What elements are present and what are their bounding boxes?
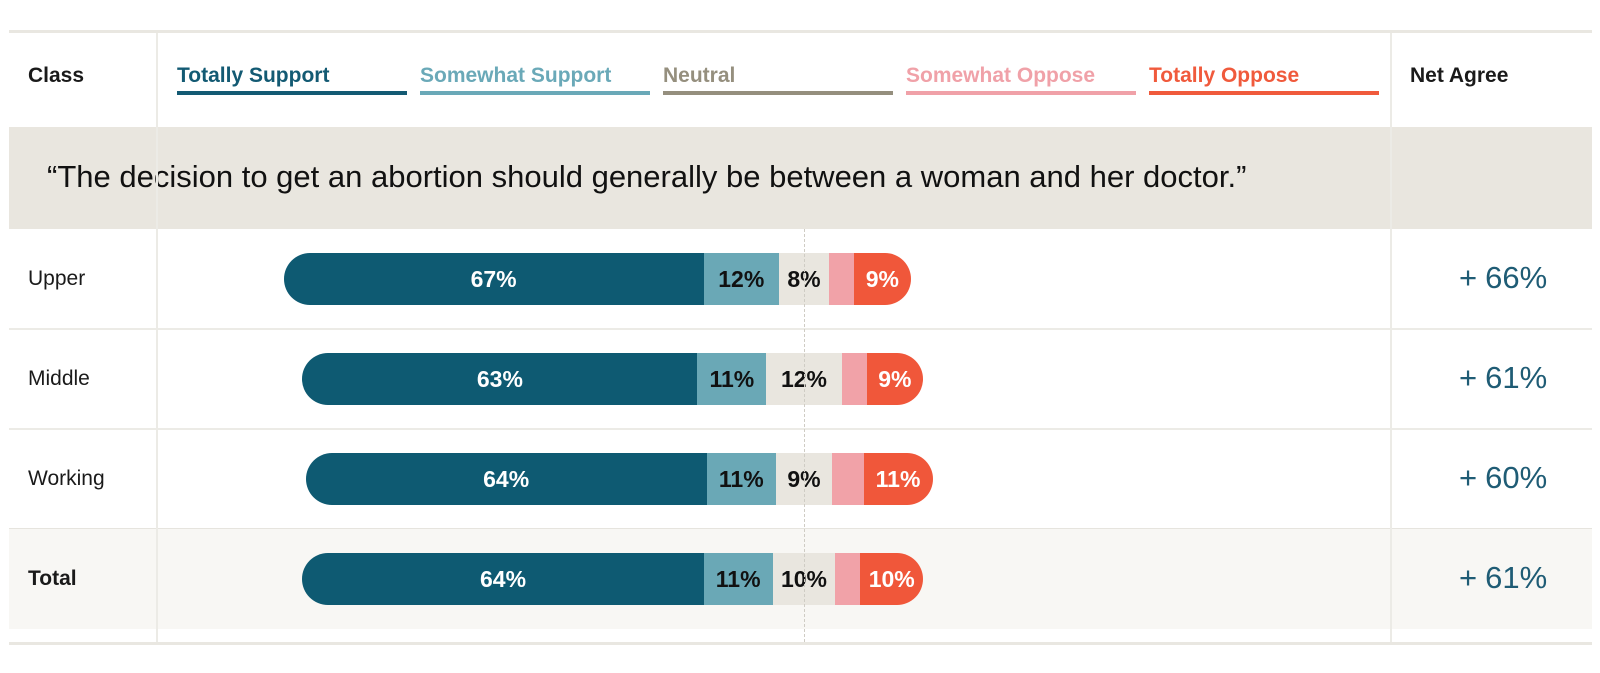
net-agree-value: +66% <box>1459 260 1547 296</box>
legend-totally-oppose: Totally Oppose <box>1149 64 1379 96</box>
bar-segment-somewhat-oppose <box>835 553 861 605</box>
legend-swatch <box>1149 91 1379 95</box>
bar-segment-totally-support: 67% <box>283 253 704 305</box>
bar-segment-somewhat-support: 12% <box>703 253 779 305</box>
row-upper: Upper 67% 12% 8% 9% +66% <box>9 229 1592 329</box>
legend-label: Somewhat Oppose <box>906 64 1096 87</box>
row-label: Total <box>28 567 77 590</box>
stacked-bar: 64% 11% 10% 10% <box>302 553 924 605</box>
row-label: Working <box>28 467 105 490</box>
net-agree-number: 66% <box>1485 260 1548 295</box>
legend-swatch <box>663 91 893 95</box>
bar-segment-neutral: 8% <box>778 253 830 305</box>
row-total: Total 64% 11% 10% 10% +61% <box>9 529 1592 629</box>
legend-swatch <box>420 91 650 95</box>
row-label: Middle <box>28 367 90 390</box>
chart-table: Class Totally Support Somewhat Support N… <box>9 30 1592 646</box>
legend-label: Totally Support <box>177 64 330 87</box>
bar-segment-totally-support: 64% <box>302 553 704 605</box>
neutral-center-line <box>804 229 805 642</box>
net-agree-number: 61% <box>1485 560 1548 595</box>
net-agree-column-header: Net Agree <box>1410 64 1509 87</box>
legend-swatch <box>906 91 1136 95</box>
bar-segment-somewhat-oppose <box>829 253 855 305</box>
bar-segment-totally-oppose: 11% <box>863 453 933 505</box>
legend-swatch <box>177 91 407 95</box>
bar-segment-totally-support: 63% <box>302 353 698 405</box>
row-separator <box>9 328 1592 330</box>
net-agree-number: 61% <box>1485 360 1548 395</box>
row-separator <box>9 428 1592 430</box>
statement-text: “The decision to get an abortion should … <box>47 159 1247 194</box>
bar-segment-somewhat-oppose <box>841 353 867 405</box>
legend-label: Somewhat Support <box>420 64 612 87</box>
bar-segment-neutral: 12% <box>766 353 842 405</box>
column-divider-left <box>156 33 158 642</box>
top-rule <box>9 30 1592 33</box>
legend-somewhat-support: Somewhat Support <box>420 64 650 96</box>
column-divider-right <box>1390 33 1392 642</box>
bar-segment-totally-oppose: 10% <box>860 553 924 605</box>
bottom-rule <box>9 642 1592 645</box>
net-agree-value: +61% <box>1459 560 1547 596</box>
net-agree-prefix: + <box>1459 560 1478 595</box>
net-agree-prefix: + <box>1459 460 1478 495</box>
net-agree-value: +61% <box>1459 360 1547 396</box>
legend-totally-support: Totally Support <box>177 64 407 96</box>
net-agree-prefix: + <box>1459 260 1478 295</box>
row-middle: Middle 63% 11% 12% 9% +61% <box>9 329 1592 429</box>
legend-somewhat-oppose: Somewhat Oppose <box>906 64 1136 96</box>
net-agree-value: +60% <box>1459 460 1547 496</box>
bar-segment-somewhat-support: 11% <box>706 453 776 505</box>
bar-segment-totally-oppose: 9% <box>866 353 924 405</box>
row-label: Upper <box>28 267 86 290</box>
legend-label: Neutral <box>663 64 736 87</box>
bar-segment-neutral: 9% <box>775 453 833 505</box>
legend-neutral: Neutral <box>663 64 893 96</box>
stacked-bar: 63% 11% 12% 9% <box>302 353 924 405</box>
statement-band: “The decision to get an abortion should … <box>9 127 1592 229</box>
bar-segment-somewhat-support: 11% <box>703 553 773 605</box>
bar-segment-totally-support: 64% <box>305 453 707 505</box>
legend-label: Totally Oppose <box>1149 64 1300 87</box>
bar-segment-somewhat-support: 11% <box>697 353 767 405</box>
bar-segment-totally-oppose: 9% <box>854 253 911 305</box>
class-column-header: Class <box>28 64 85 87</box>
net-agree-prefix: + <box>1459 360 1478 395</box>
stacked-bar: 67% 12% 8% 9% <box>283 253 911 305</box>
row-working: Working 64% 11% 9% 11% +60% <box>9 429 1592 529</box>
bar-segment-neutral: 10% <box>772 553 836 605</box>
bar-segment-somewhat-oppose <box>832 453 864 505</box>
stacked-bar: 64% 11% 9% 11% <box>305 453 933 505</box>
net-agree-number: 60% <box>1485 460 1548 495</box>
